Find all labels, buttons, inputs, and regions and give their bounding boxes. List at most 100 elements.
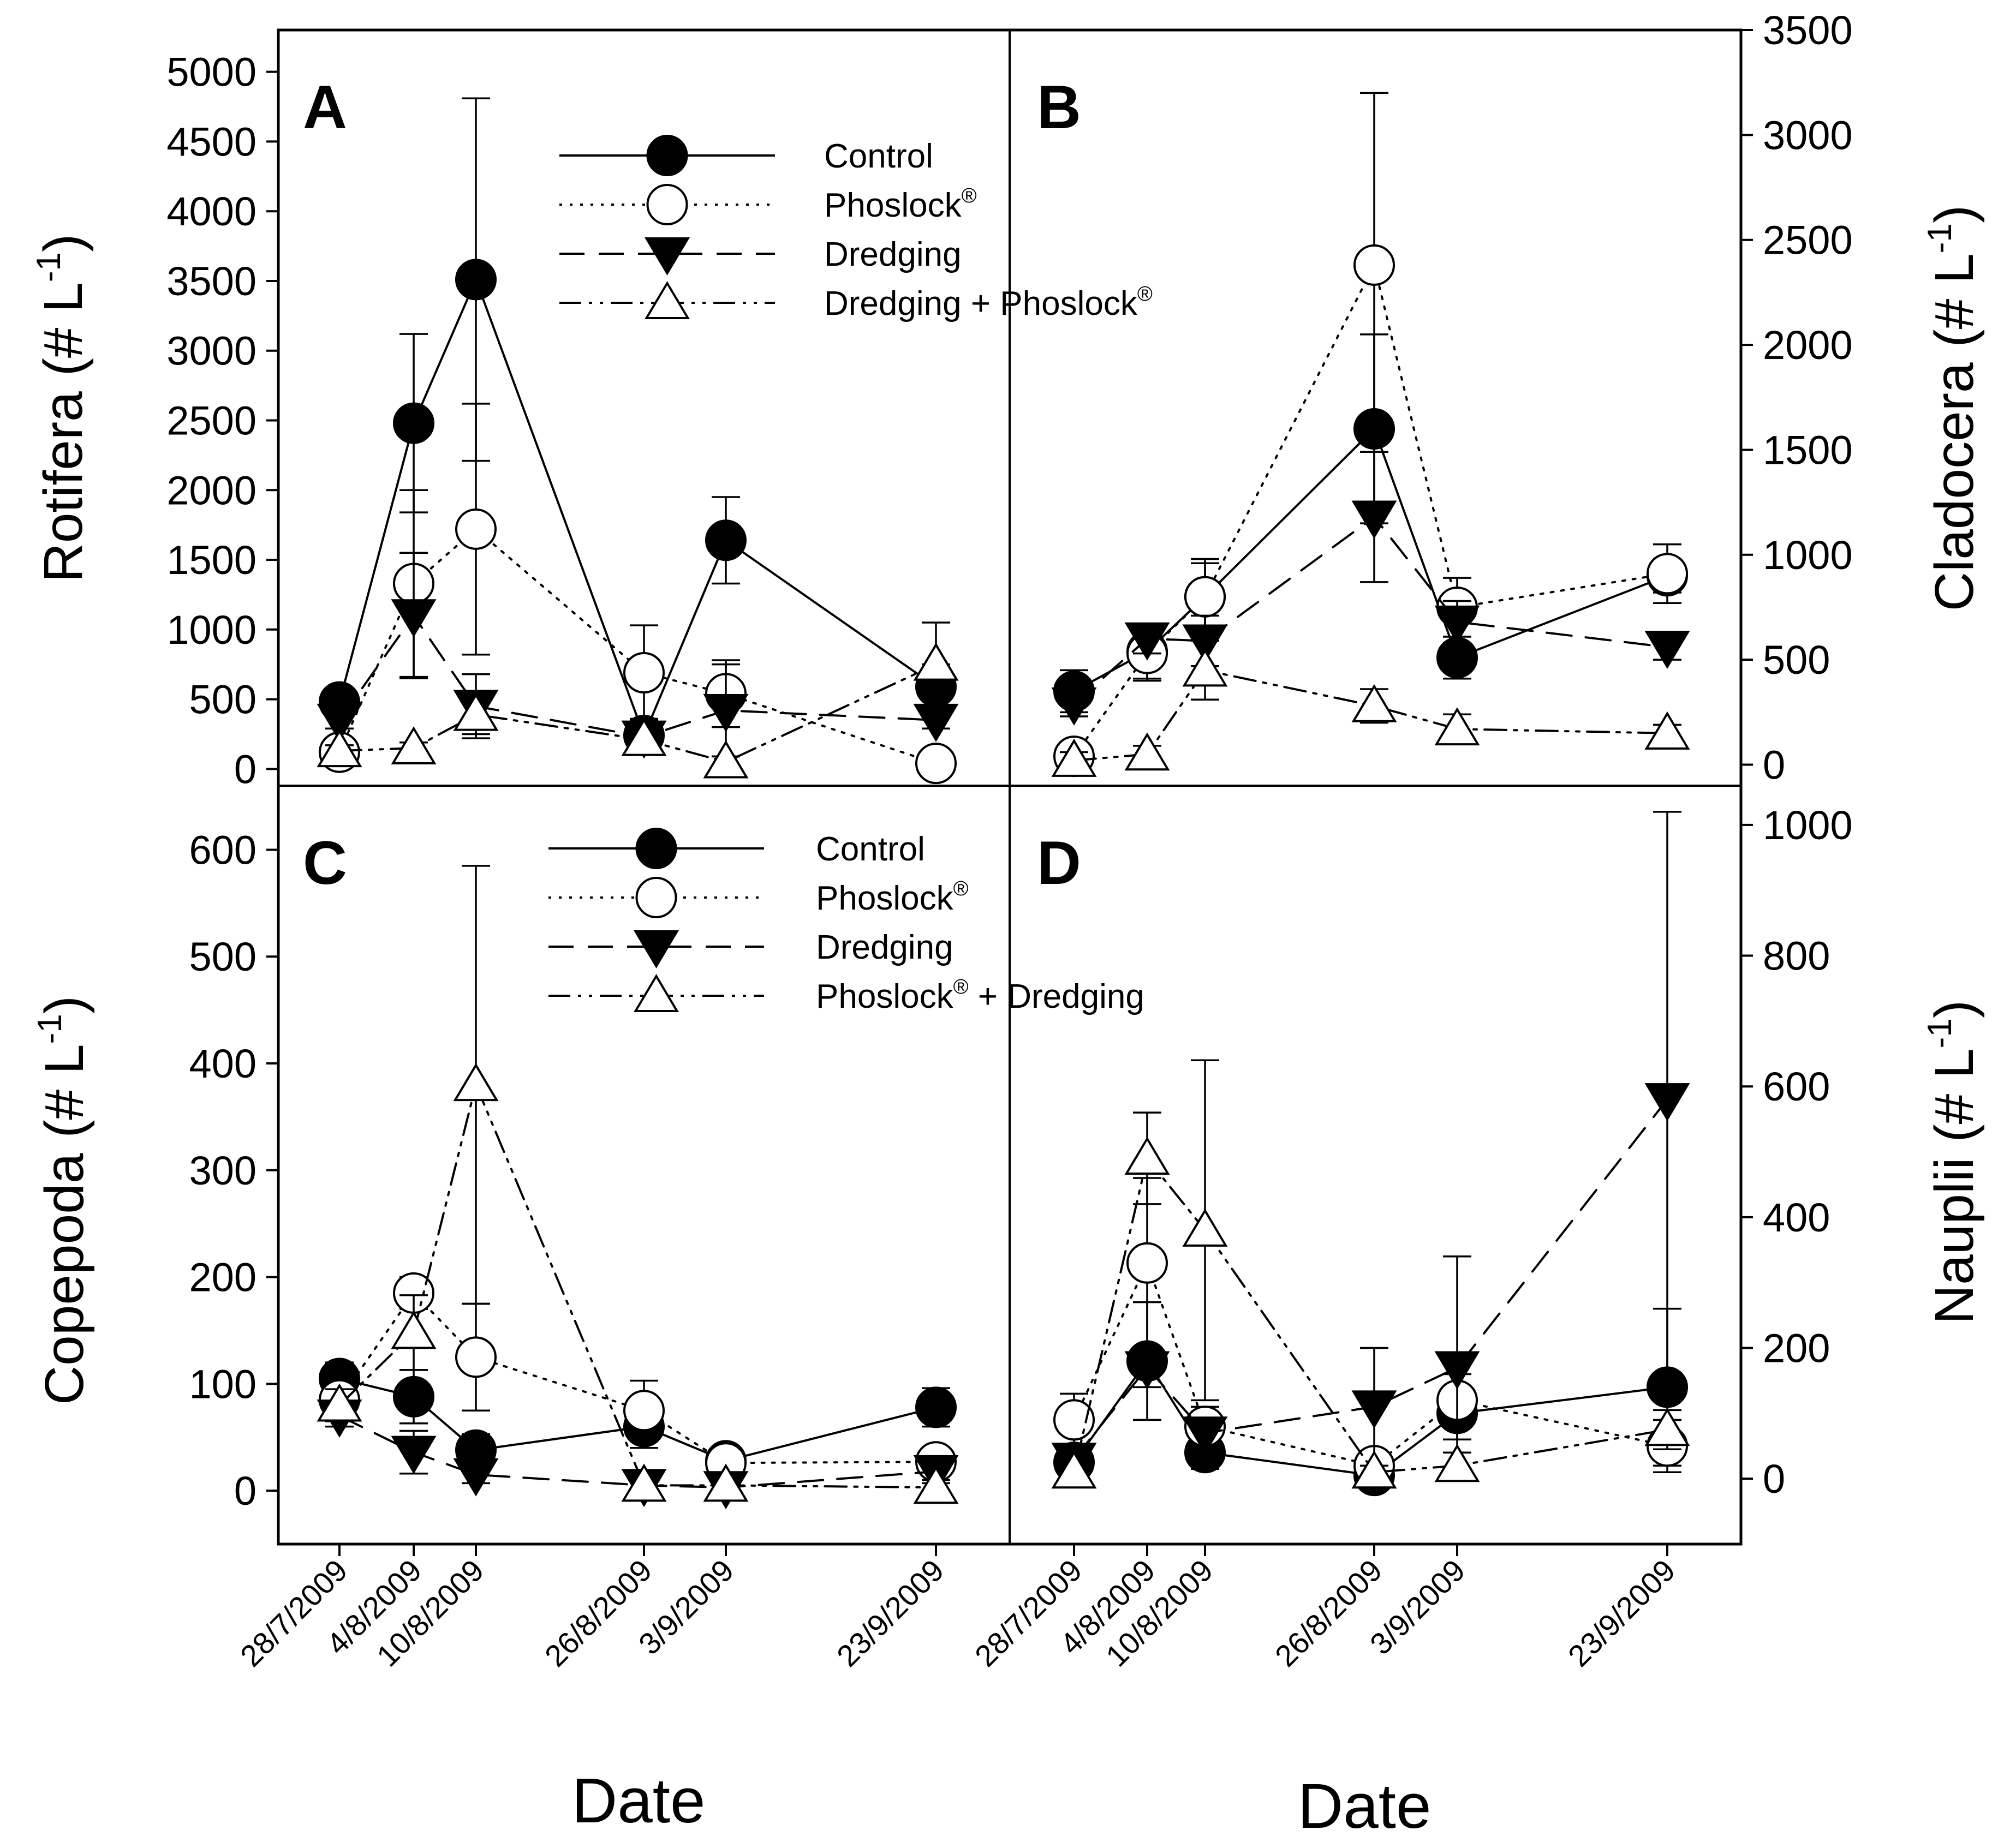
series-dredging — [317, 552, 959, 759]
panel-B — [1051, 92, 1690, 778]
data-point — [391, 1436, 437, 1474]
y-tick-label: 0 — [1763, 1456, 1785, 1502]
y-tick-label: 600 — [1763, 1064, 1830, 1109]
legend-label-sup: ® — [962, 184, 977, 207]
data-point — [1051, 687, 1097, 726]
data-point — [393, 402, 434, 444]
data-point — [913, 1466, 959, 1504]
text-layer: 0500100015002000250030003500400045005000… — [30, 8, 1985, 1841]
data-point — [621, 717, 667, 756]
y-tick-label: 600 — [189, 827, 257, 872]
legend-label-text: Phoslock — [816, 880, 954, 917]
data-point — [1124, 1351, 1170, 1390]
data-point — [1124, 1137, 1170, 1175]
y-tick-label: 500 — [189, 934, 257, 979]
data-point — [1182, 1416, 1228, 1455]
y-tick-label: 500 — [189, 677, 257, 722]
series-line — [338, 1291, 937, 1464]
y-tick-label: 200 — [1763, 1326, 1830, 1371]
data-point — [391, 726, 437, 765]
series-dredging-phoslock — [1051, 639, 1690, 777]
data-point — [1351, 1450, 1397, 1489]
legend-label-sup: ® — [953, 877, 969, 900]
legend-marker — [646, 184, 688, 225]
data-point — [915, 1386, 957, 1428]
legend-label: Phoslock® + Dredging — [816, 976, 1144, 1015]
panel-letter: B — [1037, 73, 1081, 141]
x-axis-title-left: Date — [571, 1765, 705, 1836]
data-point — [455, 508, 497, 550]
data-point — [1644, 1083, 1690, 1122]
data-point — [455, 259, 497, 301]
data-point — [1351, 684, 1397, 722]
data-point — [913, 703, 959, 742]
y-axis-title: Copepoda (# L-1) — [31, 996, 95, 1405]
series-line — [338, 1081, 937, 1489]
data-point — [703, 694, 749, 732]
data-point — [915, 743, 957, 785]
x-tick-label: 23/9/2009 — [1561, 1553, 1682, 1673]
y-tick-label: 1000 — [166, 607, 257, 653]
data-point — [317, 1383, 362, 1422]
data-point — [623, 652, 665, 694]
legend-label: Dredging — [816, 929, 953, 966]
y-axis-title: Cladocera (# L-1) — [1921, 205, 1985, 611]
data-point — [1124, 622, 1170, 661]
legend-label-text: Control — [824, 137, 933, 175]
legend-marker — [646, 135, 688, 176]
legend-label: Phoslock® — [824, 184, 977, 224]
y-tick-label: 4500 — [166, 119, 257, 164]
y-axis-title-main: Nauplii (# L — [1924, 1048, 1985, 1324]
legend-label: Control — [824, 137, 933, 175]
series-line — [338, 1415, 937, 1489]
x-tick-label: 26/8/2009 — [538, 1553, 659, 1673]
y-tick-label: 2500 — [166, 398, 257, 443]
y-axis-title: Nauplii (# L-1) — [1921, 1000, 1985, 1324]
panel-A — [317, 97, 959, 785]
data-point — [1353, 244, 1395, 286]
data-point — [1124, 732, 1170, 771]
series-dredging-phoslock — [317, 621, 959, 779]
data-point — [391, 599, 437, 638]
data-point — [317, 703, 362, 742]
series-line — [1073, 1098, 1668, 1461]
y-tick-label: 200 — [189, 1255, 257, 1300]
y-axis-title-main: Cladocera (# L — [1924, 253, 1985, 611]
legend-label-text: Control — [816, 830, 925, 868]
data-point — [1351, 1390, 1397, 1429]
x-tick-label: 23/9/2009 — [830, 1553, 951, 1673]
y-tick-label: 2500 — [1763, 218, 1853, 263]
panel-D — [1051, 811, 1690, 1497]
panel-letter: C — [303, 829, 347, 897]
panel-letter: D — [1037, 829, 1081, 897]
y-tick-label: 1000 — [1763, 803, 1853, 848]
legend-marker — [644, 237, 690, 276]
data-point — [1647, 553, 1688, 595]
data-point — [1644, 1408, 1690, 1446]
y-axis-title-sup: -1 — [1921, 223, 1959, 253]
series-phoslock — [319, 403, 957, 785]
legend-label-sup: ® — [1137, 283, 1153, 306]
y-tick-label: 400 — [1763, 1195, 1830, 1240]
y-tick-label: 0 — [234, 746, 257, 792]
y-tick-label: 500 — [1763, 637, 1830, 683]
y-axis-title-sup: -1 — [30, 252, 68, 282]
panel-C — [317, 865, 959, 1510]
series-line — [1073, 1359, 1668, 1477]
data-point — [703, 740, 749, 779]
series-line — [338, 277, 937, 739]
data-point — [1644, 711, 1690, 750]
y-tick-label: 0 — [234, 1468, 257, 1514]
data-point — [913, 642, 959, 681]
legend-label-sup: ® — [953, 976, 969, 998]
y-tick-label: 1500 — [166, 537, 257, 583]
y-axis-title: Rotifera (# L-1) — [30, 234, 94, 583]
data-point — [453, 692, 499, 731]
legend-marker — [635, 877, 677, 918]
data-layer — [317, 92, 1690, 1510]
y-tick-label: 3000 — [1763, 112, 1853, 158]
series-dredging-phoslock — [317, 865, 959, 1504]
series-line — [1073, 262, 1668, 758]
series-line — [338, 613, 937, 738]
